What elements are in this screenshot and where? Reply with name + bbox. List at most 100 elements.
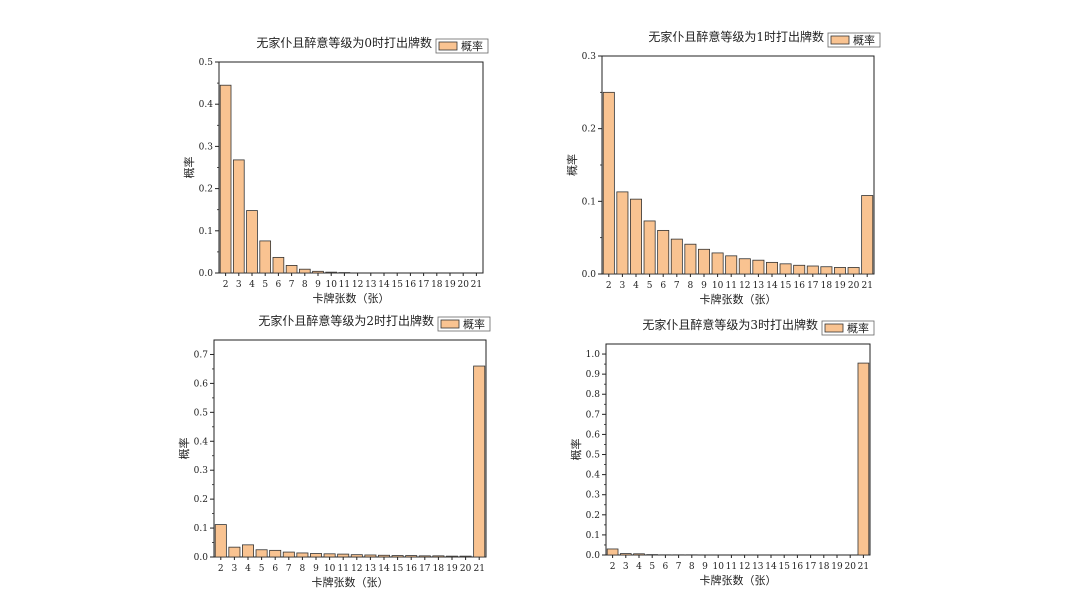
x-tick-label: 19 <box>446 564 458 574</box>
x-tick-label: 15 <box>780 281 792 291</box>
x-tick-label: 20 <box>848 281 860 291</box>
y-tick-label: 0.2 <box>586 511 600 521</box>
plot-frame <box>218 61 484 274</box>
y-axis-title: 概率 <box>565 154 579 176</box>
x-tick-label: 17 <box>805 562 817 572</box>
x-tick-label: 11 <box>726 562 737 572</box>
bar <box>418 555 431 558</box>
y-tick-label: 0.1 <box>586 531 600 541</box>
x-tick-label: 13 <box>365 280 377 290</box>
x-tick-label: 14 <box>378 564 390 574</box>
x-tick-label: 11 <box>337 564 348 574</box>
bar <box>606 548 619 556</box>
x-tick-label: 12 <box>739 562 750 572</box>
x-tick-label: 15 <box>778 562 790 572</box>
y-tick-label: 0.5 <box>199 58 214 68</box>
x-tick-label: 6 <box>276 280 282 290</box>
x-tick-label: 11 <box>725 281 736 291</box>
bar <box>725 255 738 275</box>
x-tick-label: 16 <box>405 280 417 290</box>
bar <box>643 220 656 275</box>
y-tick-label: 0.1 <box>194 524 208 534</box>
x-tick-label: 20 <box>844 562 856 572</box>
bar <box>272 256 285 274</box>
bar <box>633 553 645 556</box>
y-tick-label: 0.0 <box>582 270 597 280</box>
x-tick-label: 8 <box>300 564 306 574</box>
x-tick-label: 13 <box>365 564 377 574</box>
bar <box>446 555 458 558</box>
x-tick-label: 20 <box>460 564 472 574</box>
x-axis-title: 卡牌张数（张） <box>700 573 777 587</box>
bar <box>630 198 642 275</box>
y-tick-label: 0.9 <box>586 370 601 380</box>
x-tick-label: 7 <box>289 280 295 290</box>
bar <box>684 243 697 275</box>
x-tick-label: 17 <box>807 281 819 291</box>
y-tick-label: 0.4 <box>194 437 209 447</box>
y-tick-label: 0.1 <box>582 197 596 207</box>
legend-label: 概率 <box>847 321 869 335</box>
legend-swatch <box>440 319 460 329</box>
y-tick-label: 0.2 <box>582 125 596 135</box>
x-tick-label: 18 <box>431 280 443 290</box>
bar <box>473 365 486 558</box>
x-tick-label: 4 <box>636 562 642 572</box>
bar <box>766 261 778 275</box>
x-tick-label: 8 <box>688 281 694 291</box>
bar <box>820 266 833 275</box>
bar <box>657 229 670 275</box>
chart-title: 无家仆且醉意等级为0时打出牌数 <box>256 35 432 50</box>
x-tick-label: 7 <box>674 281 680 291</box>
bar <box>364 554 377 558</box>
y-tick-label: 0.2 <box>199 185 213 195</box>
x-tick-label: 16 <box>405 564 417 574</box>
x-tick-label: 18 <box>818 562 830 572</box>
bar <box>296 552 309 558</box>
legend-swatch <box>824 323 844 333</box>
x-tick-label: 13 <box>752 562 764 572</box>
x-tick-label: 8 <box>302 280 308 290</box>
x-tick-label: 9 <box>315 280 321 290</box>
bar <box>847 267 860 275</box>
x-tick-label: 14 <box>378 280 390 290</box>
legend-swatch <box>830 35 850 45</box>
bar <box>391 555 404 558</box>
plot-frame <box>601 55 875 275</box>
x-tick-label: 10 <box>324 564 336 574</box>
x-tick-label: 16 <box>792 562 804 572</box>
bar <box>242 544 254 558</box>
y-axis-title: 概率 <box>569 439 583 461</box>
y-tick-label: 0.6 <box>194 379 209 389</box>
x-tick-label: 10 <box>712 281 724 291</box>
x-tick-label: 2 <box>610 562 616 572</box>
bar <box>228 546 241 558</box>
x-tick-label: 8 <box>689 562 695 572</box>
bar <box>246 210 258 274</box>
bar <box>432 555 445 558</box>
x-tick-label: 4 <box>633 281 639 291</box>
x-tick-label: 5 <box>259 564 265 574</box>
x-tick-label: 2 <box>606 281 612 291</box>
bar <box>337 553 350 558</box>
x-tick-label: 19 <box>831 562 843 572</box>
bar <box>325 271 338 274</box>
x-tick-label: 2 <box>218 564 224 574</box>
y-tick-label: 0.0 <box>199 269 214 279</box>
x-tick-label: 6 <box>663 562 669 572</box>
x-tick-label: 12 <box>351 564 362 574</box>
bar <box>219 84 232 274</box>
chart-title: 无家仆且醉意等级为2时打出牌数 <box>258 313 434 328</box>
x-tick-label: 7 <box>286 564 292 574</box>
bar <box>752 259 765 275</box>
x-tick-label: 17 <box>418 280 430 290</box>
x-tick-label: 19 <box>834 281 846 291</box>
legend-swatch <box>438 41 458 51</box>
x-tick-label: 18 <box>821 281 833 291</box>
chart-title: 无家仆且醉意等级为1时打出牌数 <box>648 29 824 44</box>
x-axis-title: 卡牌张数（张） <box>312 575 389 589</box>
x-tick-label: 19 <box>444 280 456 290</box>
bar <box>779 263 792 275</box>
bar <box>312 270 324 274</box>
